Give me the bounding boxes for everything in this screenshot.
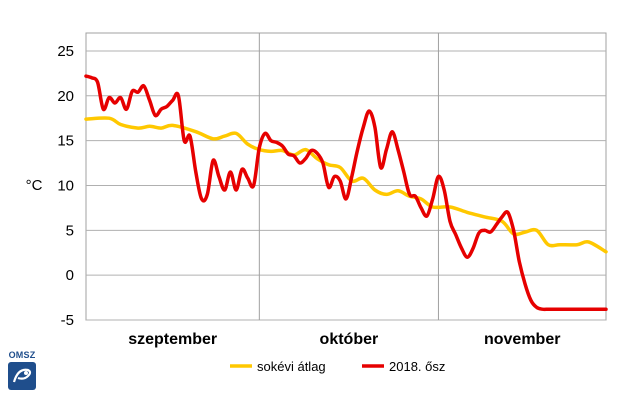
y-axis-tick-labels: -5 0 5 10 15 20 25 [57,43,74,329]
legend-label: 2018. ősz [389,359,445,374]
series-line [84,74,608,312]
month-label: november [484,331,560,348]
x-axis-month-labels: szeptember október november [128,331,560,348]
chart-gridlines [85,32,607,321]
y-tick-label: -5 [61,312,74,329]
omsz-logo: OMSZ [6,350,38,394]
y-tick-label: 15 [57,133,74,150]
y-tick-label: 0 [66,267,74,284]
legend-label: sokévi átlag [257,359,326,374]
month-label: szeptember [128,331,217,348]
chart-series [84,74,608,312]
omsz-logo-text: OMSZ [8,350,36,360]
omsz-logo-icon [8,362,36,390]
y-tick-label: 5 [66,222,74,239]
chart-legend: sokévi átlag 2018. ősz [230,359,445,374]
month-label: október [320,331,379,348]
y-tick-label: 10 [57,177,74,194]
y-tick-label: 20 [57,88,74,105]
y-axis-label: °C [26,177,43,194]
y-tick-label: 25 [57,43,74,60]
